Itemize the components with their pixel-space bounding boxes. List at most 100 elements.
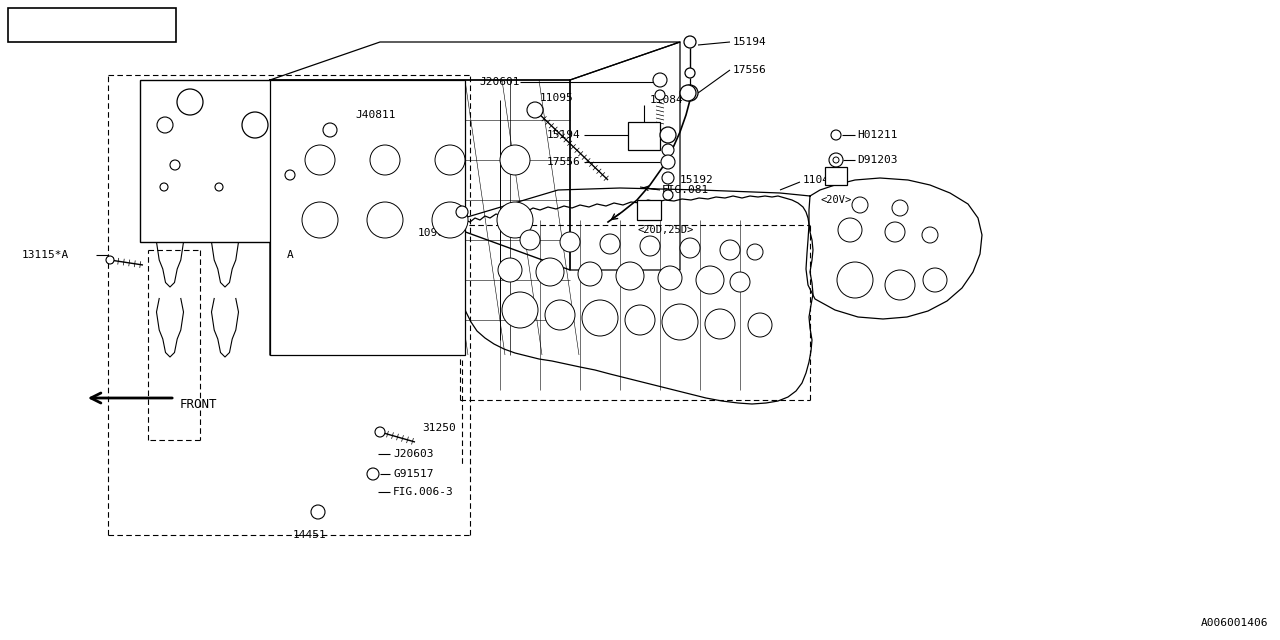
- Circle shape: [311, 505, 325, 519]
- Circle shape: [285, 170, 294, 180]
- Text: A: A: [645, 205, 653, 215]
- Circle shape: [833, 157, 838, 163]
- Circle shape: [662, 172, 675, 184]
- Circle shape: [884, 270, 915, 300]
- Circle shape: [748, 244, 763, 260]
- Circle shape: [923, 268, 947, 292]
- Bar: [140, 80, 412, 242]
- Circle shape: [684, 36, 696, 48]
- Text: J20603: J20603: [393, 449, 434, 459]
- Circle shape: [435, 145, 465, 175]
- Circle shape: [616, 262, 644, 290]
- Bar: [826, 167, 847, 185]
- Text: 15194: 15194: [547, 130, 580, 140]
- Circle shape: [106, 256, 114, 264]
- Circle shape: [829, 153, 844, 167]
- Bar: [270, 80, 465, 355]
- Circle shape: [682, 85, 698, 101]
- Circle shape: [323, 123, 337, 137]
- Circle shape: [660, 127, 676, 143]
- Circle shape: [500, 145, 530, 175]
- Text: G91517: G91517: [393, 469, 434, 479]
- Circle shape: [653, 73, 667, 87]
- Text: 14451: 14451: [293, 530, 326, 540]
- Circle shape: [20, 11, 49, 39]
- Circle shape: [680, 85, 696, 101]
- Circle shape: [370, 145, 399, 175]
- Circle shape: [705, 309, 735, 339]
- Text: D91203: D91203: [858, 155, 897, 165]
- Bar: [637, 200, 660, 220]
- Circle shape: [655, 90, 666, 100]
- Circle shape: [302, 202, 338, 238]
- Text: 15194: 15194: [733, 37, 767, 47]
- Circle shape: [177, 89, 204, 115]
- Circle shape: [892, 200, 908, 216]
- Circle shape: [305, 145, 335, 175]
- Circle shape: [838, 218, 861, 242]
- Text: <20V>: <20V>: [820, 195, 851, 205]
- Text: FIG.081: FIG.081: [662, 185, 709, 195]
- Circle shape: [663, 190, 673, 200]
- Circle shape: [367, 202, 403, 238]
- Circle shape: [662, 304, 698, 340]
- Circle shape: [748, 313, 772, 337]
- Circle shape: [662, 144, 675, 156]
- Text: 15192: 15192: [680, 175, 714, 185]
- Text: 17556: 17556: [733, 65, 767, 75]
- Circle shape: [502, 292, 538, 328]
- Text: 11095: 11095: [540, 93, 573, 103]
- Circle shape: [922, 227, 938, 243]
- Circle shape: [680, 238, 700, 258]
- Circle shape: [497, 202, 532, 238]
- Circle shape: [367, 468, 379, 480]
- Bar: [8, 8, 177, 42]
- Text: 11044: 11044: [803, 175, 837, 185]
- Circle shape: [520, 230, 540, 250]
- Text: J20601: J20601: [480, 77, 520, 87]
- Text: <20D,25D>: <20D,25D>: [637, 225, 694, 235]
- Text: J40811: J40811: [355, 110, 396, 120]
- Circle shape: [658, 266, 682, 290]
- Circle shape: [498, 258, 522, 282]
- Text: FIG.006-3: FIG.006-3: [393, 487, 453, 497]
- Bar: [628, 122, 660, 150]
- Circle shape: [527, 102, 543, 118]
- Circle shape: [536, 258, 564, 286]
- Text: 31250: 31250: [422, 423, 456, 433]
- Circle shape: [160, 183, 168, 191]
- Circle shape: [433, 202, 468, 238]
- Text: J20883: J20883: [68, 18, 118, 32]
- Text: 1: 1: [252, 120, 259, 130]
- Circle shape: [600, 234, 620, 254]
- Circle shape: [625, 305, 655, 335]
- Circle shape: [685, 68, 695, 78]
- Circle shape: [730, 272, 750, 292]
- Circle shape: [545, 300, 575, 330]
- Circle shape: [582, 300, 618, 336]
- Circle shape: [561, 232, 580, 252]
- Circle shape: [456, 206, 468, 218]
- Circle shape: [242, 112, 268, 138]
- Circle shape: [837, 262, 873, 298]
- Circle shape: [696, 266, 724, 294]
- Text: 1: 1: [31, 19, 37, 31]
- Text: A: A: [287, 250, 293, 260]
- Text: 17556: 17556: [547, 157, 580, 167]
- Circle shape: [719, 240, 740, 260]
- Text: 13115*A: 13115*A: [22, 250, 69, 260]
- Text: A: A: [832, 171, 840, 181]
- Circle shape: [157, 117, 173, 133]
- Text: 11084: 11084: [650, 95, 684, 105]
- Circle shape: [660, 155, 675, 169]
- Text: FRONT: FRONT: [180, 397, 218, 410]
- Circle shape: [579, 262, 602, 286]
- Circle shape: [852, 197, 868, 213]
- Text: A006001406: A006001406: [1201, 618, 1268, 628]
- Text: 1: 1: [187, 97, 193, 107]
- Circle shape: [215, 183, 223, 191]
- Text: H01211: H01211: [858, 130, 897, 140]
- Circle shape: [884, 222, 905, 242]
- Circle shape: [375, 427, 385, 437]
- Text: 10966: 10966: [419, 228, 452, 238]
